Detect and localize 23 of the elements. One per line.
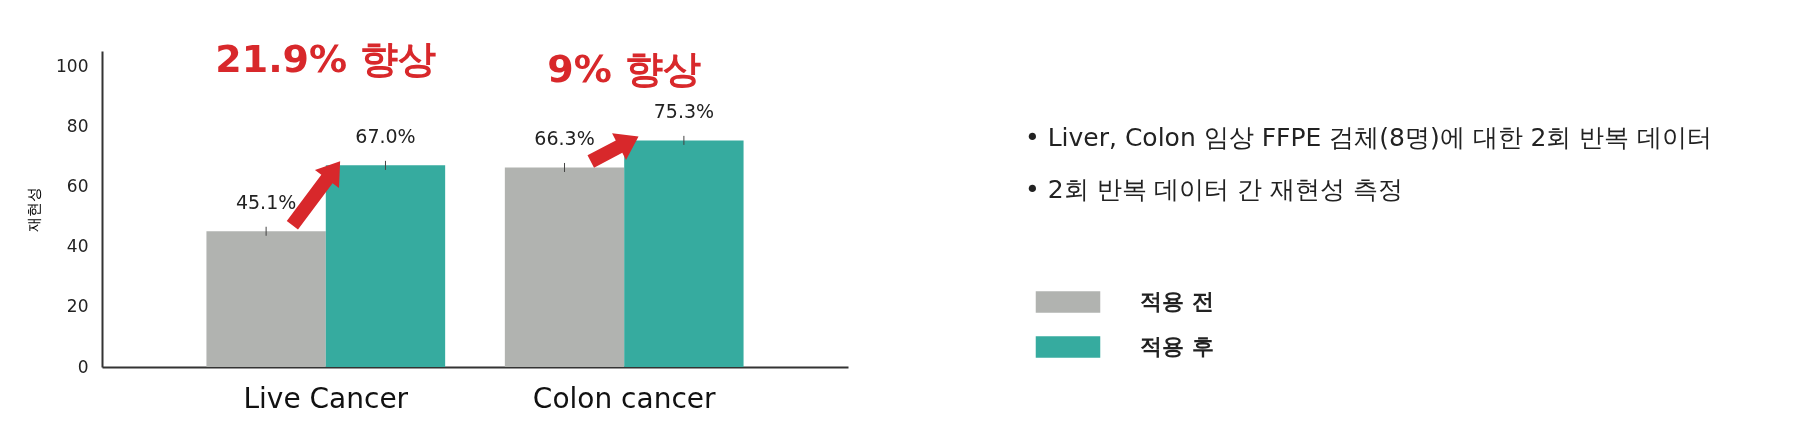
bar <box>325 165 446 367</box>
y-tick-label: 0 <box>77 356 89 377</box>
y-tick-label: 20 <box>66 296 89 317</box>
bar <box>624 140 744 367</box>
text: • 2회 반복 데이터 간 재현성 측정 <box>1025 174 1405 206</box>
y-tick-label: 60 <box>66 175 89 196</box>
legend-label: 적용 후 <box>1140 334 1214 359</box>
legend-label: 적용 전 <box>1140 289 1214 314</box>
annotation: 21.9% 향상 <box>215 37 437 81</box>
bar <box>206 231 326 367</box>
annotation: 9% 향상 <box>547 47 702 91</box>
y-tick-label: 80 <box>66 115 89 136</box>
y-tick-label: 100 <box>56 55 89 76</box>
data-label: 75.3% <box>653 99 715 122</box>
x-tick-label: Colon cancer <box>532 381 717 415</box>
y-axis-title: 재현성 <box>25 187 44 232</box>
data-label: 45.1% <box>235 190 297 213</box>
data-label: 67.0% <box>355 124 416 147</box>
text: • Liver, Colon 임상 FFPE 검체(8명)에 대한 2회 반복 데이터 <box>1025 122 1713 154</box>
data-label: 66.3% <box>534 126 595 149</box>
bar <box>504 167 625 367</box>
y-tick-label: 40 <box>66 236 89 257</box>
x-tick-label: Live Cancer <box>243 381 409 415</box>
